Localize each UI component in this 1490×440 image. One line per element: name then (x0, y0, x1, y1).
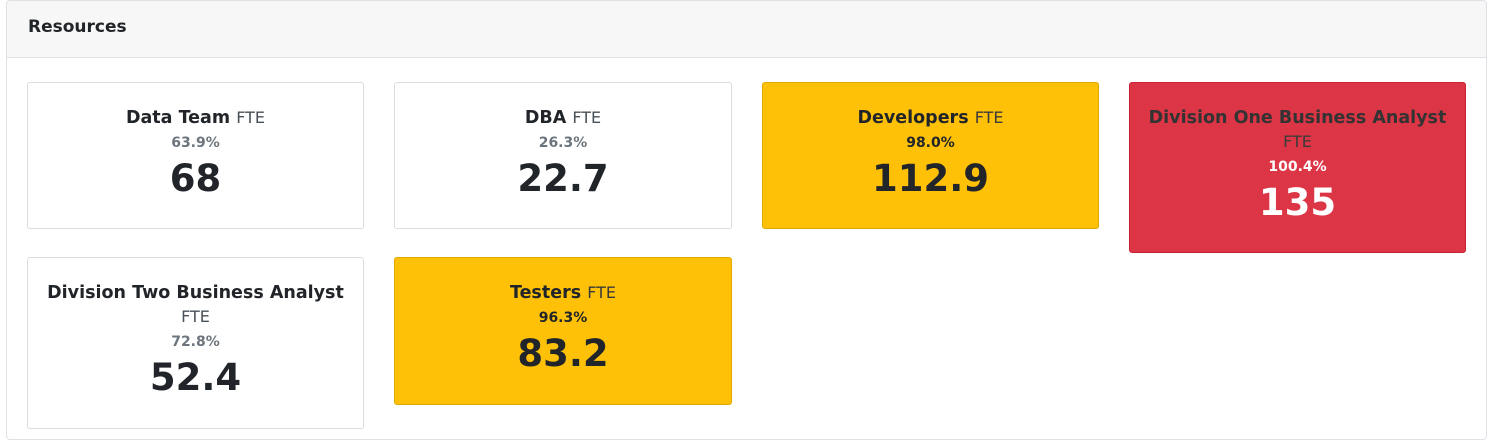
card-name: Testers (509, 283, 582, 303)
card-value: 22.7 (517, 157, 609, 200)
card-name: Data Team (125, 108, 231, 128)
card-unit: FTE (572, 108, 602, 127)
resource-card-dba[interactable]: DBA FTE 26.3% 22.7 (394, 82, 732, 229)
card-name: Developers (857, 108, 969, 128)
card-unit: FTE (181, 307, 210, 326)
card-title: Data Team FTE (28, 106, 363, 130)
card-title: Division Two Business Analyst FTE (28, 281, 363, 329)
resource-card-developers[interactable]: Developers FTE 98.0% 112.9 (762, 82, 1099, 229)
card-name: Division Two Business Analyst (47, 283, 344, 303)
resource-card-testers[interactable]: Testers FTE 96.3% 83.2 (394, 257, 732, 405)
card-title: Testers FTE (395, 281, 731, 305)
card-value: 68 (169, 157, 222, 200)
card-value: 135 (1258, 181, 1337, 224)
card-percent: 100.4% (1268, 159, 1327, 175)
card-percent: 72.8% (171, 334, 220, 350)
resources-panel: Resources (6, 0, 1487, 440)
card-title: Division One Business Analyst FTE (1130, 106, 1465, 154)
resource-card-division-one-business-analyst[interactable]: Division One Business Analyst FTE 100.4%… (1129, 82, 1466, 253)
card-unit: FTE (1283, 132, 1312, 151)
card-title: Developers FTE (763, 106, 1098, 130)
resource-card-data-team[interactable]: Data Team FTE 63.9% 68 (27, 82, 364, 229)
card-unit: FTE (236, 108, 266, 127)
card-percent: 96.3% (538, 310, 588, 326)
card-value: 112.9 (871, 157, 990, 200)
card-value: 83.2 (517, 332, 609, 375)
card-value: 52.4 (149, 356, 242, 399)
card-unit: FTE (587, 283, 617, 302)
card-title: DBA FTE (395, 106, 731, 130)
card-percent: 63.9% (171, 135, 220, 151)
card-percent: 98.0% (906, 135, 955, 151)
resource-card-division-two-business-analyst[interactable]: Division Two Business Analyst FTE 72.8% … (27, 257, 364, 429)
card-name: DBA (524, 108, 567, 128)
panel-title: Resources (7, 1, 1486, 58)
card-name: Division One Business Analyst (1148, 108, 1447, 128)
card-percent: 26.3% (538, 135, 588, 151)
card-unit: FTE (974, 108, 1004, 127)
